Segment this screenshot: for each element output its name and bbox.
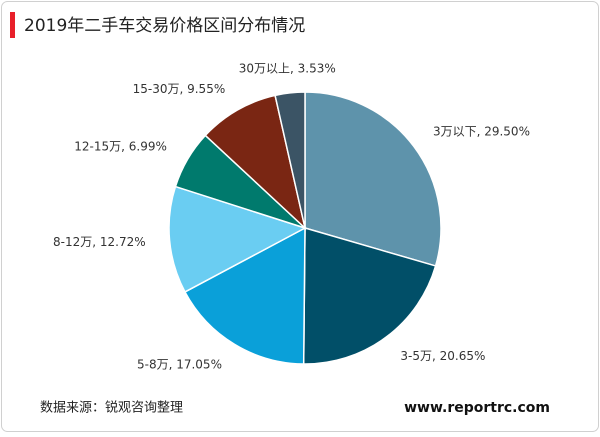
pie-slice <box>302 227 437 365</box>
data-label: 8-12万, 12.72% <box>53 235 146 249</box>
pie-slice <box>204 94 307 231</box>
source-note: 数据来源：锐观咨询整理 <box>40 401 183 416</box>
pie-slice <box>304 91 442 267</box>
website: www.reportrc.com <box>404 400 550 416</box>
pie-slice <box>168 185 307 293</box>
data-label: 12-15万, 6.99% <box>74 140 167 154</box>
data-label: 5-8万, 17.05% <box>137 357 222 371</box>
pie-slice <box>183 226 306 365</box>
data-label: 3万以下, 29.50% <box>433 124 530 138</box>
chart-title: 2019年二手车交易价格区间分布情况 <box>24 16 305 36</box>
data-label: 15-30万, 9.55% <box>133 82 226 96</box>
pie-slice <box>274 91 306 229</box>
data-label: 30万以上, 3.53% <box>239 61 336 75</box>
title-accent <box>10 12 15 38</box>
data-label: 3-5万, 20.65% <box>400 349 485 363</box>
